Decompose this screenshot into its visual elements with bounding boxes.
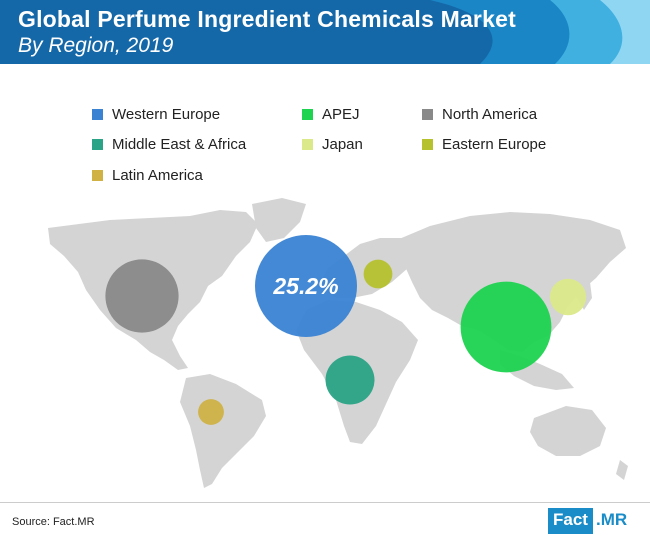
world-map: 25.2% <box>48 198 628 488</box>
chart-subtitle: By Region, 2019 <box>18 34 174 57</box>
bubble-label: 25.2% <box>272 273 338 299</box>
bubble-japan <box>549 278 587 316</box>
legend-label: Middle East & Africa <box>112 136 247 153</box>
logo-part-fact: Fact <box>548 508 593 534</box>
south-america-land <box>180 374 266 488</box>
legend-item-western-europe: Western Europe <box>92 106 220 123</box>
legend-item-apej: APEJ <box>302 106 360 123</box>
factmr-logo: Fact .MR <box>548 508 627 534</box>
logo-part-mr: .MR <box>595 510 628 529</box>
legend-label: APEJ <box>322 106 360 123</box>
legend-swatch <box>422 139 433 150</box>
legend-label: North America <box>442 106 538 123</box>
legend-label: Latin America <box>112 167 203 184</box>
header-banner: Global Perfume Ingredient Chemicals Mark… <box>0 0 650 64</box>
bubble-western-europe <box>255 235 357 337</box>
chart-title: Global Perfume Ingredient Chemicals Mark… <box>18 6 516 32</box>
header-waves <box>430 0 650 64</box>
australia-land <box>530 406 606 456</box>
source-note: Source: Fact.MR <box>12 516 95 528</box>
legend-swatch <box>92 139 103 150</box>
data-bubbles: 25.2% <box>105 235 587 425</box>
legend-label: Japan <box>322 136 363 153</box>
bubble-eastern-europe <box>363 259 393 289</box>
legend-swatch <box>302 139 313 150</box>
legend-swatch <box>92 109 103 120</box>
legend-swatch <box>92 170 103 181</box>
bubble-latin-america <box>198 399 224 425</box>
legend-item-japan: Japan <box>302 136 363 153</box>
footer-divider <box>0 502 650 503</box>
new-zealand-land <box>616 460 628 480</box>
greenland-land <box>252 198 306 242</box>
legend-swatch <box>302 109 313 120</box>
legend: Western Europe APEJ North America Middle… <box>92 106 572 196</box>
bubble-apej <box>460 281 552 373</box>
legend-item-north-america: North America <box>422 106 537 123</box>
legend-item-eastern-europe: Eastern Europe <box>422 136 546 153</box>
legend-item-latin-america: Latin America <box>92 167 203 184</box>
legend-label: Eastern Europe <box>442 136 547 153</box>
legend-swatch <box>422 109 433 120</box>
bubble-north-america <box>105 259 179 333</box>
legend-item-middle-east-africa: Middle East & Africa <box>92 136 246 153</box>
bubble-middle-east-africa <box>325 355 375 405</box>
legend-label: Western Europe <box>112 106 221 123</box>
